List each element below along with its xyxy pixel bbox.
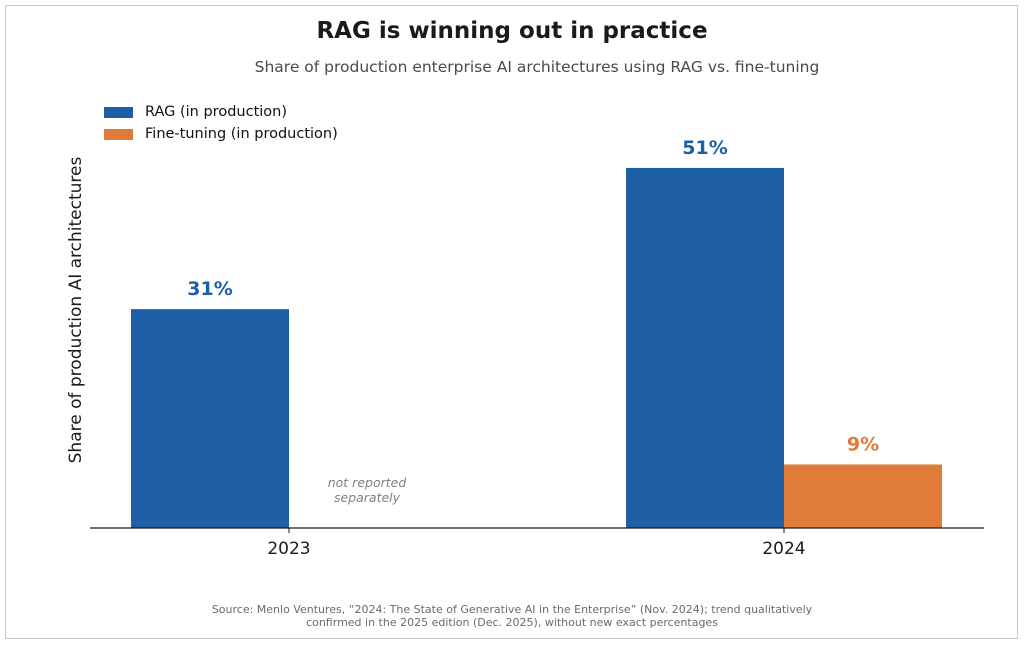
data-label-rag-2023: 31%: [187, 278, 232, 300]
bar-rag-2023: [131, 309, 289, 528]
data-label-fine-tuning-2024: 9%: [847, 433, 879, 455]
y-axis-label: Share of production AI architectures: [66, 157, 86, 464]
legend: RAG (in production) Fine-tuning (in prod…: [104, 101, 338, 145]
chart-subtitle: Share of production enterprise AI archit…: [254, 58, 820, 76]
data-label-rag-2024: 51%: [682, 137, 727, 159]
bar-fine-tuning-2024: [784, 464, 942, 528]
bar-rag-2024: [626, 167, 784, 528]
source-line-2: confirmed in the 2025 edition (Dec. 2025…: [306, 616, 718, 629]
annotation-not-reported-line-1: not reported: [328, 475, 407, 490]
legend-swatch-fine-tuning: [104, 128, 133, 140]
legend-item-rag: RAG (in production): [104, 101, 338, 123]
legend-label-fine-tuning: Fine-tuning (in production): [145, 126, 338, 142]
legend-label-rag: RAG (in production): [145, 104, 287, 120]
chart-frame: [5, 5, 1018, 639]
legend-swatch-rag: [104, 106, 133, 118]
x-tick-label-2024: 2024: [762, 539, 805, 559]
chart-title: RAG is winning out in practice: [316, 18, 708, 44]
x-tick-label-2023: 2023: [267, 539, 310, 559]
annotation-not-reported-line-2: separately: [334, 490, 401, 505]
source-note: Source: Menlo Ventures, “2024: The State…: [0, 603, 1024, 629]
legend-item-fine-tuning: Fine-tuning (in production): [104, 123, 338, 145]
source-line-1: Source: Menlo Ventures, “2024: The State…: [211, 603, 813, 616]
